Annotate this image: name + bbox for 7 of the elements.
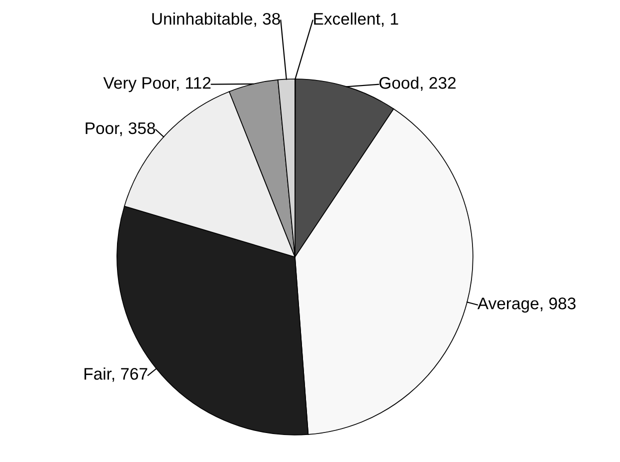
slice-label: Excellent, 1 <box>314 12 398 27</box>
slice-label: Fair, 767 <box>84 368 148 382</box>
slice-label: Good, 232 <box>379 76 456 91</box>
slice-label: Uninhabitable, 38 <box>152 12 280 27</box>
slice-label: Very Poor, 112 <box>103 77 210 92</box>
slice-label: Average, 983 <box>477 298 576 313</box>
slice-label: Poor, 358 <box>86 122 156 136</box>
